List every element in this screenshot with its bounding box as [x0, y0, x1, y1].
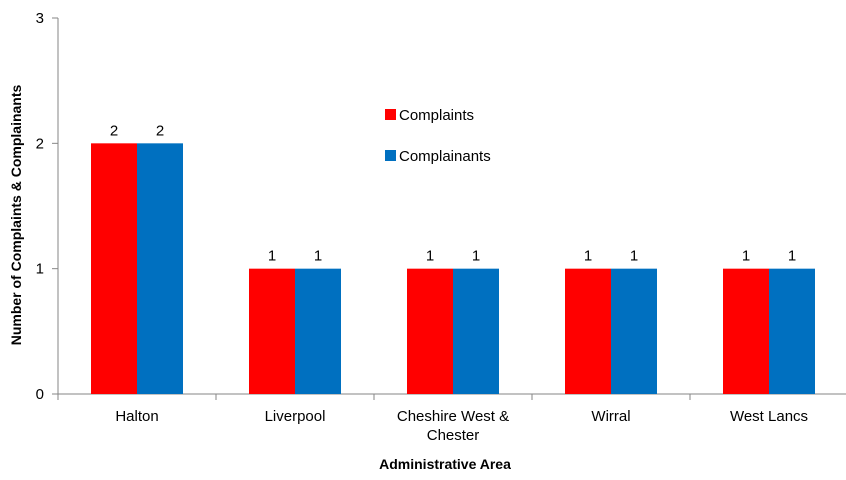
legend-swatch-complaints: [385, 109, 396, 120]
y-tick-label: 0: [36, 386, 44, 403]
y-tick-label: 2: [36, 135, 44, 152]
data-label: 1: [742, 248, 750, 265]
legend-label-complaints: Complaints: [399, 107, 474, 124]
y-tick-labels: 0 1 2 3: [36, 10, 44, 403]
data-label: 1: [472, 248, 480, 265]
x-tick-label: Liverpool: [265, 408, 326, 425]
x-axis-title: Administrative Area: [379, 456, 511, 472]
data-label: 1: [314, 248, 322, 265]
data-label: 2: [110, 122, 118, 139]
data-label: 1: [268, 248, 276, 265]
bar-complaints-2: [249, 268, 295, 394]
bar-complainants-5: [769, 268, 815, 394]
legend-swatch-complainants: [385, 150, 396, 161]
bar-complainants-4: [611, 268, 657, 394]
data-label: 1: [584, 248, 592, 265]
data-label: 1: [426, 248, 434, 265]
x-tick-label: Wirral: [591, 408, 630, 425]
data-labels: 2 2 1 1 1 1 1 1 1 1: [110, 122, 796, 264]
y-tick-label: 3: [36, 10, 44, 27]
bar-complaints-5: [723, 268, 769, 394]
y-tick-label: 1: [36, 261, 44, 278]
bar-complainants-3: [453, 268, 499, 394]
bar-complainants-1: [137, 143, 183, 394]
legend-label-complainants: Complainants: [399, 148, 491, 165]
legend: Complaints Complainants: [385, 107, 491, 165]
data-label: 1: [630, 248, 638, 265]
data-label: 2: [156, 122, 164, 139]
x-tick-labels: Halton Liverpool Cheshire West & Chester Wir…: [115, 408, 808, 444]
bar-complainants-2: [295, 268, 341, 394]
data-label: 1: [788, 248, 796, 265]
bar-complaints-4: [565, 268, 611, 394]
x-tick-label: West Lancs: [730, 408, 808, 425]
bar-complaints-3: [407, 268, 453, 394]
y-axis-title: Number of Complaints & Complainants: [8, 85, 24, 346]
bars: [91, 143, 815, 394]
bar-complaints-1: [91, 143, 137, 394]
x-tick-label: Cheshire West & Chester: [397, 408, 509, 444]
x-tick-label: Halton: [115, 408, 158, 425]
